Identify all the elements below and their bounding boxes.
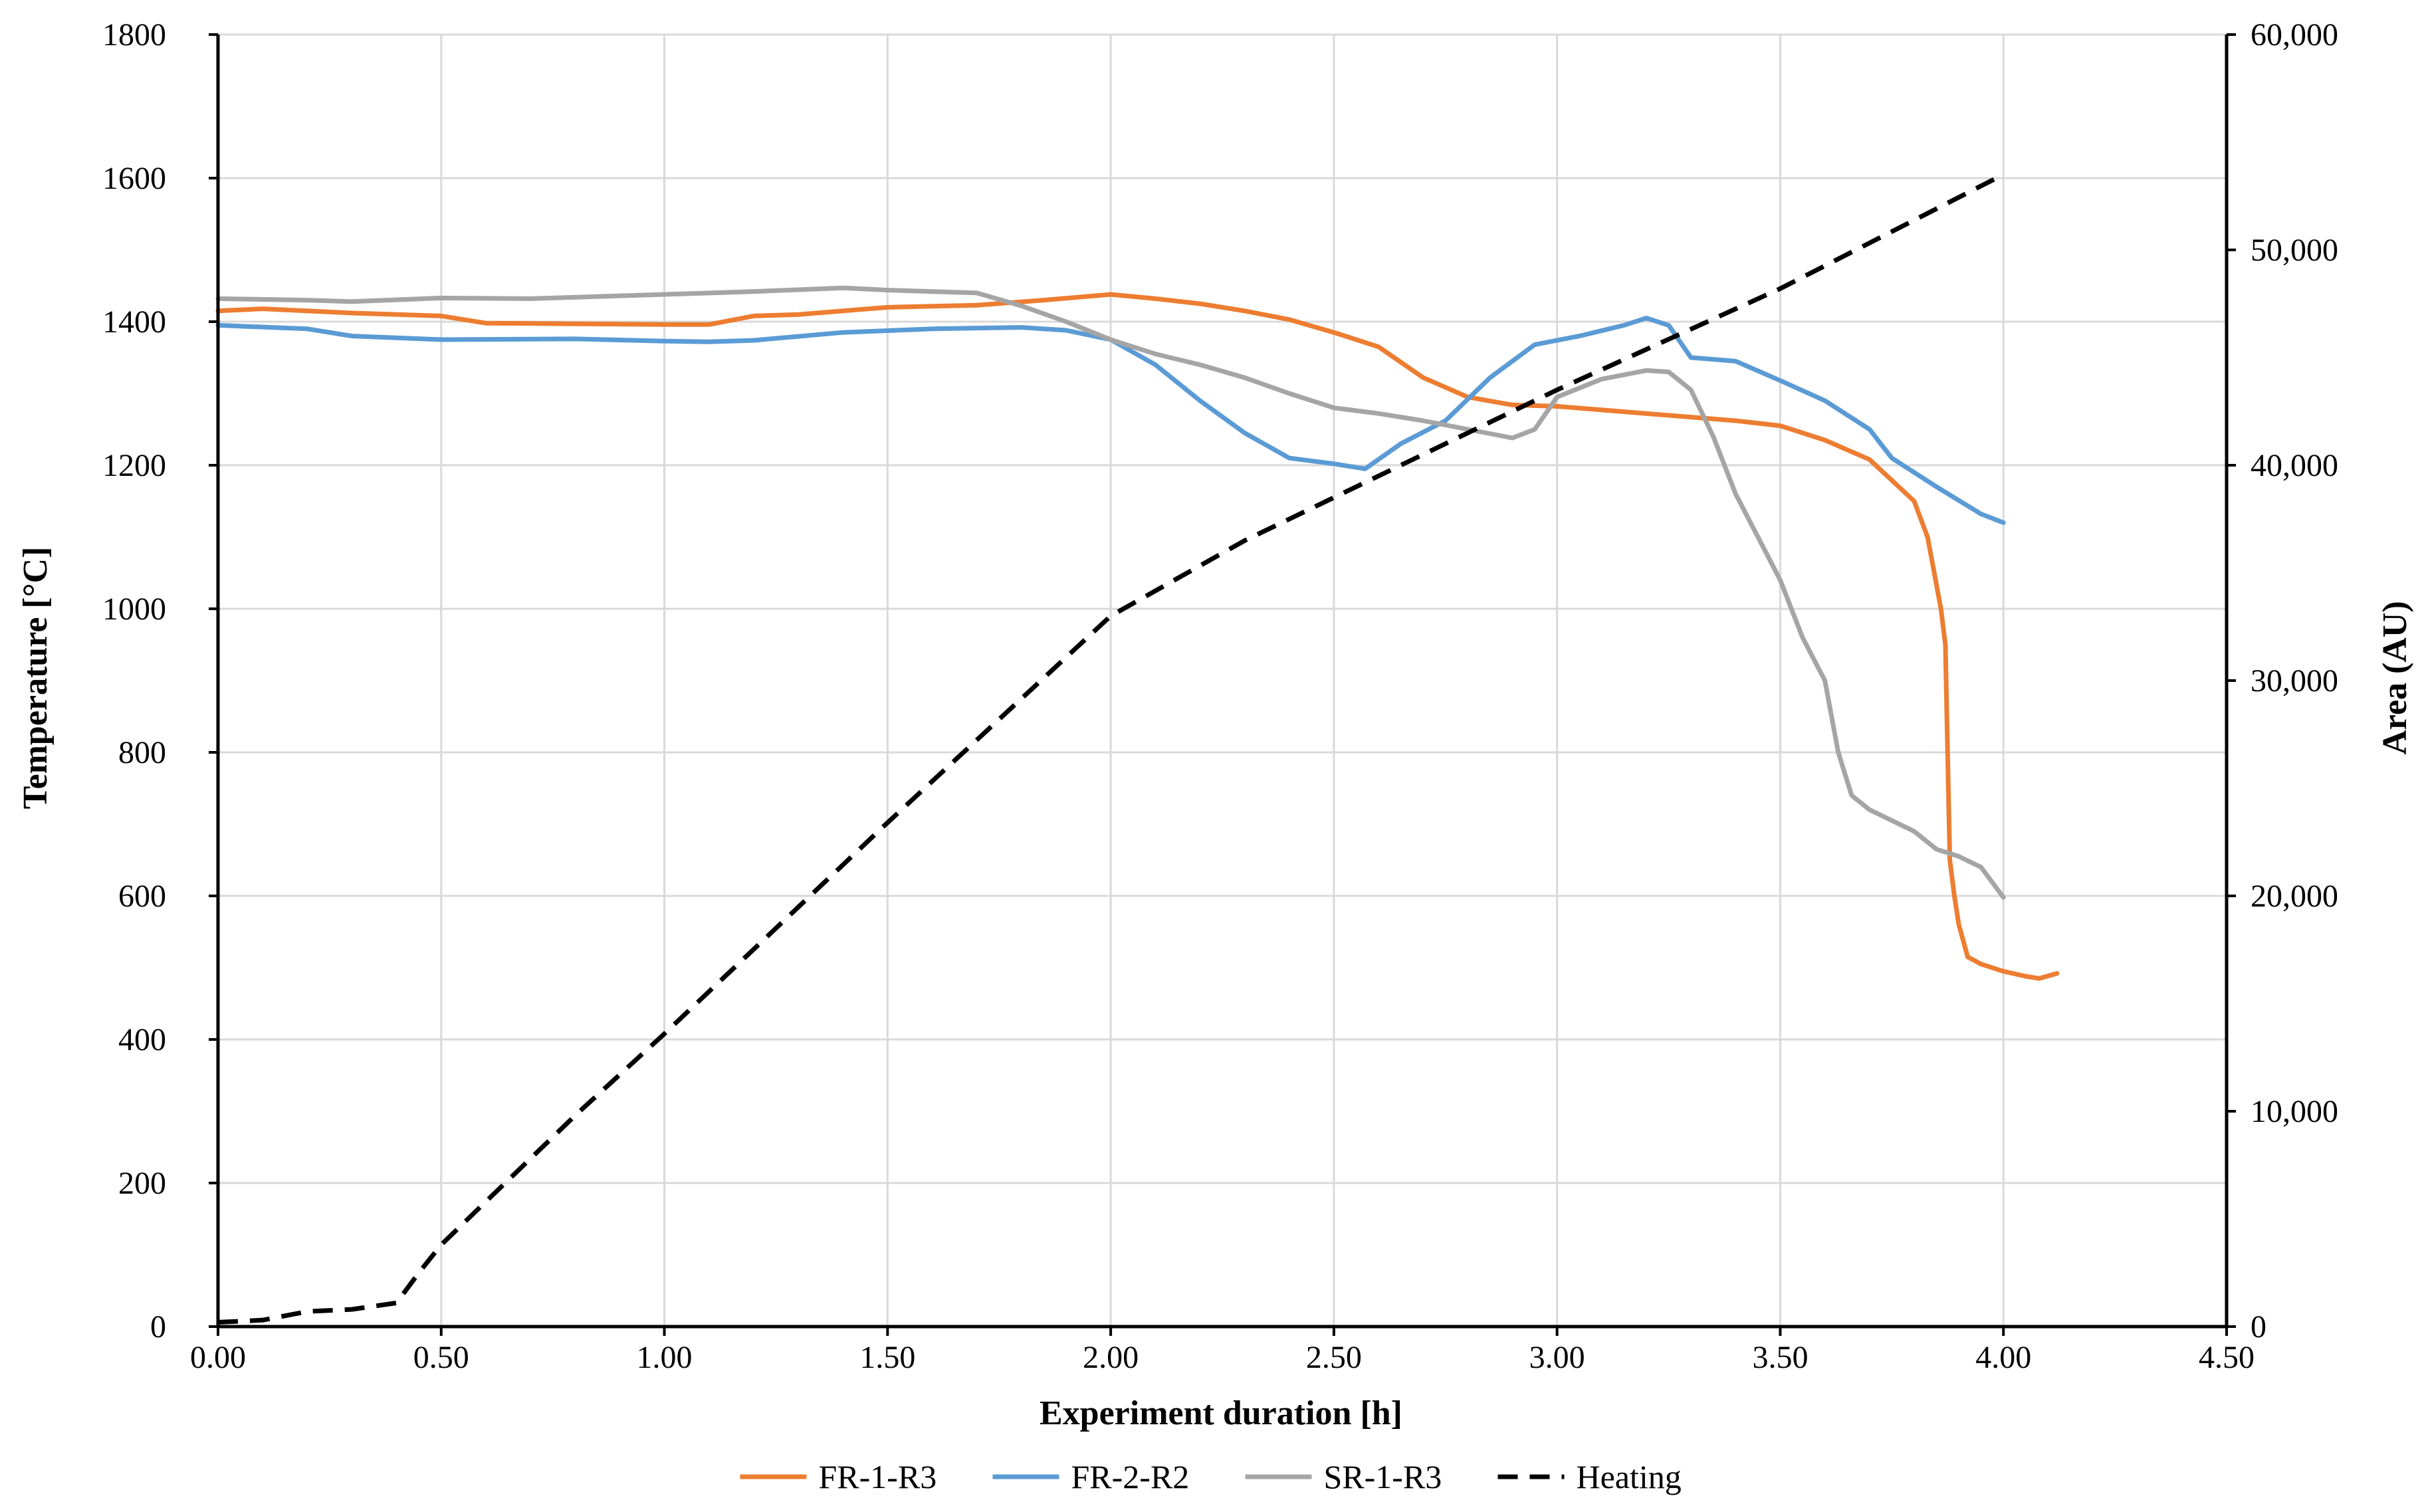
axes	[209, 33, 2236, 1336]
y-right-tick-label: 20,000	[2251, 879, 2338, 914]
y-right-tick-label: 10,000	[2251, 1094, 2338, 1129]
legend-label-heating: Heating	[1577, 1458, 1682, 1495]
x-tick-label: 2.00	[1083, 1340, 1139, 1375]
x-tick-label: 4.50	[2199, 1340, 2255, 1375]
y-right-tick-label: 0	[2251, 1309, 2266, 1345]
y-left-tick-label: 0	[150, 1309, 166, 1345]
y-left-tick-label: 1400	[102, 304, 166, 340]
y-right-axis-title: Area (AU)	[2376, 601, 2414, 755]
series-line-fr-1-r3	[215, 292, 2060, 981]
y-left-tick-label: 200	[118, 1166, 166, 1201]
series-lines	[215, 172, 2060, 1325]
x-tick-label: 3.50	[1752, 1340, 1808, 1375]
y-left-tick-labels: 0 200 400 600 800 1000 1200 1400 1600 1800	[102, 17, 166, 1345]
y-right-tick-labels: 0 10,000 20,000 30,000 40,000 50,000 60,000	[2251, 17, 2338, 1345]
x-tick-label: 2.50	[1306, 1340, 1362, 1375]
legend: FR-1-R3 FR-2-R2 SR-1-R3 Heating	[740, 1458, 1682, 1495]
y-left-tick-label: 1200	[102, 448, 166, 483]
y-left-tick-label: 400	[118, 1022, 166, 1057]
y-right-tick-label: 60,000	[2251, 17, 2338, 53]
y-left-tick-label: 800	[118, 735, 166, 770]
y-left-tick-label: 1600	[102, 161, 166, 196]
x-tick-label: 1.00	[637, 1340, 693, 1375]
y-right-tick-label: 40,000	[2251, 448, 2338, 483]
x-tick-label: 0.00	[190, 1340, 246, 1375]
y-right-tick-label: 50,000	[2251, 233, 2338, 268]
x-tick-label: 3.00	[1529, 1340, 1585, 1375]
legend-label-fr-1-r3: FR-1-R3	[819, 1458, 937, 1495]
y-left-tick-label: 1000	[102, 592, 166, 627]
y-left-tick-label: 1800	[102, 17, 166, 53]
legend-label-sr-1-r3: SR-1-R3	[1324, 1458, 1442, 1495]
x-tick-labels: 0.00 0.50 1.00 1.50 2.00 2.50 3.00 3.50 4.00 4.50	[190, 1340, 2255, 1375]
y-left-axis-title: Temperature [°C]	[17, 547, 55, 810]
y-right-tick-label: 30,000	[2251, 663, 2338, 699]
series-line-heating	[217, 172, 2005, 1325]
legend-label-fr-2-r2: FR-2-R2	[1071, 1458, 1190, 1495]
x-tick-label: 1.50	[859, 1340, 915, 1375]
x-axis-title: Experiment duration [h]	[1040, 1394, 1402, 1432]
series-line-fr-2-r2	[215, 316, 2006, 525]
series-line-sr-1-r3	[215, 285, 2006, 900]
x-tick-label: 0.50	[413, 1340, 469, 1375]
x-tick-label: 4.00	[1975, 1340, 2031, 1375]
y-left-tick-label: 600	[118, 879, 166, 914]
